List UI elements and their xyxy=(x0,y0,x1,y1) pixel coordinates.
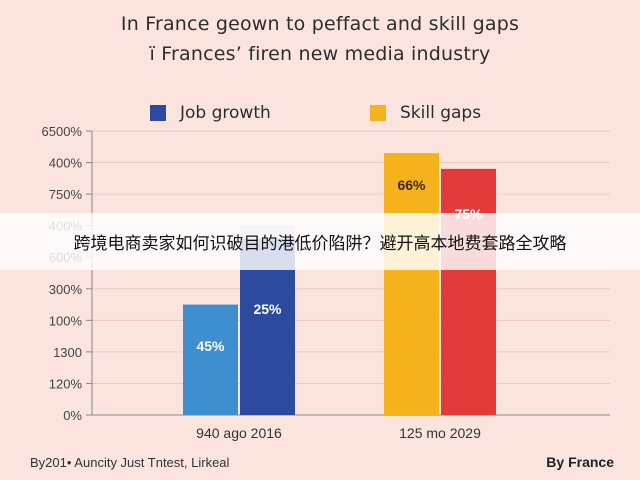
x-category-label: 125 mo 2029 xyxy=(399,425,481,441)
legend-item-job-growth: Job growth xyxy=(150,103,271,123)
x-category-label: 940 ago 2016 xyxy=(196,425,282,441)
legend-label-skill-gaps: Skill gaps xyxy=(400,103,482,123)
bar-value-label: 45% xyxy=(196,338,225,354)
y-tick-label: 1300 xyxy=(53,345,82,360)
overlay-banner-text: 跨境电商卖家如何识破目的港低价陷阱？避开高本地费套路全攻略 xyxy=(73,234,567,254)
bar xyxy=(441,168,496,415)
y-tick-label: 300% xyxy=(49,282,83,297)
legend-item-skill-gaps: Skill gaps xyxy=(370,103,481,123)
bar-value-label: 25% xyxy=(253,301,282,317)
legend-swatch-skill-gaps xyxy=(370,105,386,121)
y-tick-label: 750% xyxy=(49,187,83,202)
y-tick-label: 6500% xyxy=(42,124,83,139)
y-tick-label: 120% xyxy=(49,376,83,391)
footer-brand: By France xyxy=(546,454,614,470)
chart-title-line-2: ï Frances’ firen new media industry xyxy=(149,43,491,65)
bar xyxy=(384,153,439,416)
y-tick-label: 0% xyxy=(63,408,82,423)
source-note: By201• Auncity Just Tntest, Lirkeal xyxy=(30,455,230,470)
y-tick-label: 400% xyxy=(49,156,83,171)
y-tick-label: 100% xyxy=(49,313,83,328)
chart-title-line-1: In France geown to peffact and skill gap… xyxy=(120,13,520,35)
bar-value-label: 66% xyxy=(397,177,426,193)
bar xyxy=(183,304,238,415)
legend-swatch-job-growth xyxy=(150,105,166,121)
overlay-banner: 跨境电商卖家如何识破目的港低价陷阱？避开高本地费套路全攻略 xyxy=(0,213,640,270)
legend-label-job-growth: Job growth xyxy=(180,103,271,123)
